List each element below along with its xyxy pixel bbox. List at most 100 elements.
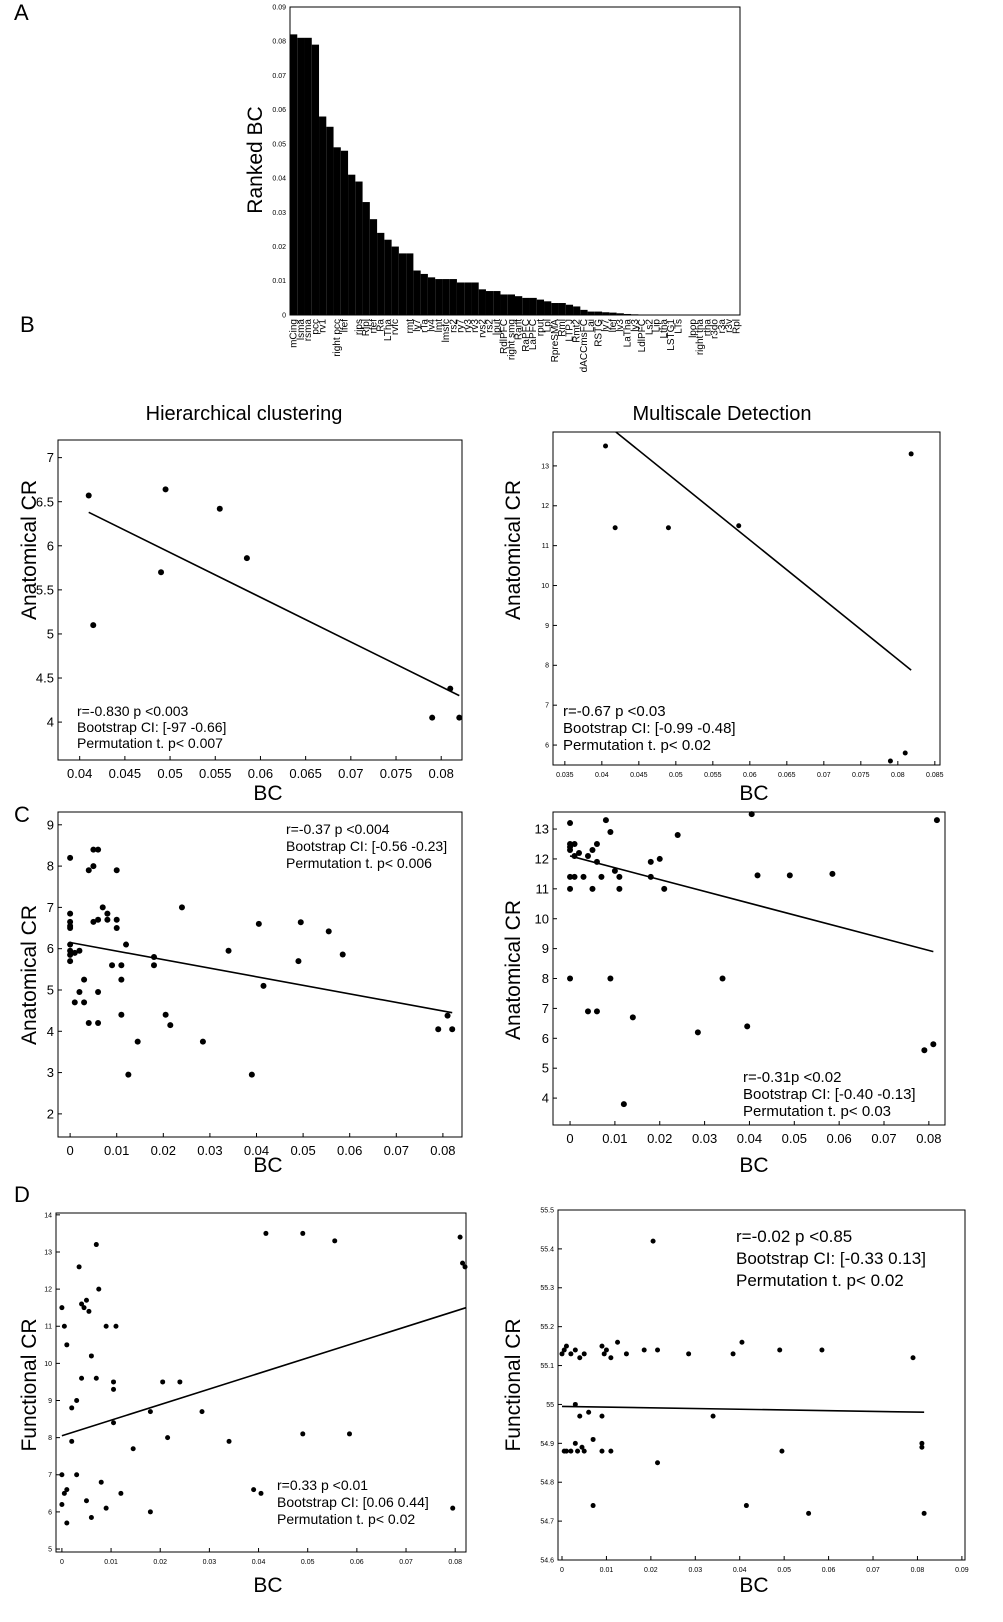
x-tick-label: Lpl (543, 319, 554, 332)
x-tick-label: 0.075 (852, 772, 870, 779)
data-point (103, 1505, 109, 1511)
x-tick-label: rv3 (470, 319, 481, 333)
x-tick-label: LSTG1 (666, 319, 677, 351)
data-point (641, 1347, 647, 1353)
x-tick-label: dACCmsFC (579, 319, 590, 372)
y-tick-label: 0.08 (272, 39, 286, 46)
annotation: Permutation t. p< 0.006 (286, 855, 432, 871)
data-point (559, 1351, 565, 1357)
annotation: r=-0.31p <0.02 (743, 1069, 841, 1086)
data-point (629, 1014, 636, 1021)
bar (355, 181, 363, 315)
x-tick-label: 0.07 (384, 1143, 409, 1158)
bar (609, 312, 617, 315)
x-tick-label: rips (354, 319, 365, 335)
y-tick-label: 11 (45, 1324, 52, 1331)
x-tick-label: LaTha (623, 319, 634, 348)
y-tick-label: 5.5 (36, 582, 54, 597)
y-tick-label: 0.02 (272, 244, 286, 251)
data-point (300, 1230, 306, 1236)
data-point (730, 1351, 736, 1357)
x-tick-label: LTs (673, 319, 684, 334)
panel-label: C (14, 802, 30, 827)
data-point (612, 525, 618, 531)
data-point (599, 1413, 605, 1419)
bar (398, 253, 407, 315)
x-tick-label: 0.03 (692, 1131, 717, 1146)
x-tick-label: 0.06 (826, 1131, 851, 1146)
data-point (111, 1420, 117, 1426)
x-tick-label: 0.05 (301, 1559, 315, 1566)
y-tick-label: 13 (44, 1249, 52, 1256)
data-point (111, 1386, 117, 1392)
x-tick-label: 0.04 (244, 1143, 269, 1158)
y-tick-label: 5 (542, 1061, 549, 1076)
y-tick-label: 54.6 (540, 1557, 554, 1564)
data-point (61, 1490, 67, 1496)
x-tick-label: 0.01 (104, 1559, 118, 1566)
x-tick-label: 0.07 (866, 1567, 880, 1574)
y-tick-label: 55.4 (540, 1246, 554, 1253)
data-point (598, 873, 605, 880)
data-point (460, 1260, 466, 1266)
annotation: r=-0.37 p <0.004 (286, 821, 390, 837)
data-point (85, 867, 92, 874)
y-tick-label: 13 (535, 822, 549, 837)
y-tick-label: 4 (47, 1024, 54, 1039)
y-tick-label: 0 (282, 312, 286, 319)
x-tick-label: 0.07 (871, 1131, 896, 1146)
annotation: r=-0.02 p <0.85 (736, 1227, 852, 1246)
bar (406, 253, 414, 315)
data-point (665, 525, 671, 531)
x-tick-label: Rpl (731, 319, 742, 334)
y-tick-label: 55.2 (540, 1324, 554, 1331)
data-point (567, 820, 574, 827)
x-tick-label: 0.035 (556, 772, 574, 779)
data-point (744, 1023, 751, 1030)
data-point (104, 910, 111, 917)
x-tick-label: r3v (724, 319, 735, 333)
x-tick-label: 0.04 (252, 1559, 266, 1566)
data-point (462, 1264, 468, 1270)
bar (427, 277, 436, 315)
y-tick-label: 7 (47, 900, 54, 915)
x-tick-label: rv1 (318, 319, 329, 333)
panel-label: A (14, 0, 29, 25)
data-point (113, 916, 120, 923)
data-point (90, 846, 97, 853)
bar (319, 116, 327, 315)
data-point (165, 1435, 171, 1441)
x-tick-label: ry3 (463, 319, 474, 333)
y-tick-label: 5 (48, 1546, 52, 1553)
data-point (251, 1487, 257, 1493)
data-point (81, 976, 88, 983)
data-point (59, 1305, 65, 1311)
data-point (64, 1520, 70, 1526)
data-point (908, 451, 914, 457)
x-tick-label: 0.01 (602, 1131, 627, 1146)
x-tick-label: Lai (586, 319, 597, 332)
data-point (710, 1413, 716, 1419)
data-point (130, 1446, 136, 1452)
y-tick-label: 6 (542, 1031, 549, 1046)
data-point (686, 1351, 692, 1357)
bar (290, 34, 298, 315)
data-point (568, 1351, 574, 1357)
data-point (69, 1438, 75, 1444)
data-point (199, 1409, 205, 1415)
data-point (71, 949, 78, 956)
data-point (584, 852, 591, 859)
data-point (147, 1509, 153, 1515)
x-tick-label: rtha (702, 319, 713, 337)
data-point (910, 1355, 916, 1361)
x-tick-label: LTha (383, 319, 394, 341)
data-point (567, 840, 574, 847)
data-point (67, 951, 74, 958)
data-point (589, 885, 596, 892)
y-tick-label: 12 (44, 1287, 52, 1294)
x-tick-label: 0.06 (822, 1567, 836, 1574)
fit-line (69, 941, 453, 1014)
data-point (580, 873, 587, 880)
data-point (603, 1347, 609, 1353)
data-point (919, 1440, 925, 1446)
